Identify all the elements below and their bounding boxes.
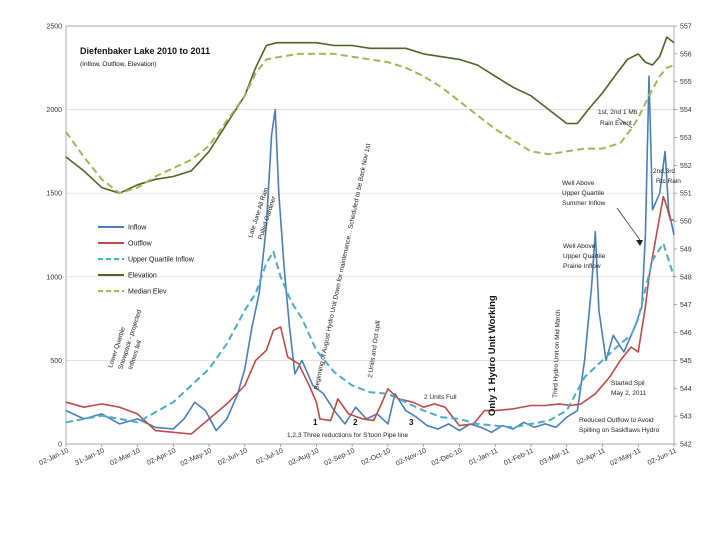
annotation-rtc-rain: Rtc Rain	[656, 178, 681, 185]
y-right-tick-label: 557	[680, 24, 692, 31]
legend-label: Upper Quartile Inflow	[128, 257, 195, 264]
y-right-tick-label: 543	[680, 414, 692, 421]
arrow-head-summer	[636, 240, 643, 246]
annotation-rotated-one-hydro-unit: Only 1 Hydro Unit Working	[487, 295, 498, 416]
y-right-tick-label: 552	[680, 163, 692, 170]
y-left-tick-label: 2000	[46, 107, 62, 114]
annotation-marker-1: 1	[313, 418, 318, 427]
chart-title: Diefenbaker Lake 2010 to 2011	[80, 46, 210, 56]
y-left-tick-label: 1000	[46, 274, 62, 281]
y-right-tick-label: 547	[680, 302, 692, 309]
arrow-summer-inflow	[616, 207, 641, 241]
legend-label: Inflow	[128, 225, 147, 232]
y-right-tick-label: 556	[680, 51, 692, 58]
annotation-reduced-outflow-2: Spilling on Saskflaws Hydro	[579, 427, 660, 434]
arrow-rain-event	[617, 117, 633, 129]
y-right-tick-label: 542	[680, 442, 692, 449]
y-right-tick-label: 555	[680, 79, 692, 86]
y-right-tick-label: 545	[680, 358, 692, 365]
y-axis-left: 0 500 1000 1500 2000 2500	[46, 24, 62, 449]
y-right-tick-label: 548	[680, 274, 692, 281]
annotation-spill-date: May 2, 2011	[611, 390, 647, 397]
series-line-elevation	[65, 36, 675, 194]
y-right-tick-label: 546	[680, 330, 692, 337]
legend-label: Outflow	[128, 241, 153, 248]
annotation-prairie-3: Prairie Inflow	[563, 263, 601, 270]
annotation-2-units-full: 2 Units Full	[424, 394, 457, 401]
series-layer	[65, 36, 675, 435]
annotation-summer-2: Upper Quartile	[562, 190, 605, 197]
legend-label: Elevation	[128, 273, 157, 280]
legend: Inflow Outflow Upper Quartile Inflow Elevat…	[98, 225, 195, 296]
y-axis-right: 542 543 544 545 546 547 548 549 550 551 552 553 554 5…	[674, 24, 692, 449]
series-line-upper-quartile-inflow	[65, 242, 675, 429]
y-left-tick-label: 500	[50, 358, 62, 365]
annotation-marker-3: 3	[409, 418, 414, 427]
annotation-prairie-2: Upper Quartile	[563, 253, 606, 260]
y-right-tick-label: 551	[680, 191, 692, 198]
y-right-tick-label: 549	[680, 246, 692, 253]
annotation-rotated-third-unit: Third Hydro Unit on Mid March	[552, 309, 562, 398]
annotation-2nd-3rd: 2nd,3rd	[653, 168, 675, 175]
series-line-median-elev	[65, 52, 675, 195]
annotation-summer-3: Summer Inflow	[562, 200, 606, 207]
annotation-reduced-outflow-1: Reduced Outflow to Avoid	[579, 417, 654, 424]
y-right-tick-label: 544	[680, 386, 692, 393]
annotation-prairie-1: Well Above	[563, 243, 596, 250]
y-left-tick-label: 2500	[46, 24, 62, 31]
legend-label: Median Elev	[128, 289, 167, 296]
annotation-marker-2: 2	[353, 418, 358, 427]
chart-subtitle: (Inflow, Outflow, Elevation)	[80, 61, 157, 68]
y-right-tick-label: 550	[680, 219, 692, 226]
series-line-outflow	[65, 195, 674, 435]
annotation-rain-event-2: Rain Event	[600, 120, 632, 127]
y-right-tick-label: 554	[680, 107, 692, 114]
y-right-tick-label: 553	[680, 135, 692, 142]
annotation-started-spill: Started Spil	[611, 380, 645, 387]
annotation-rain-event-1: 1st, 2nd 1 Mb	[598, 109, 638, 116]
annotation-pipeline-reductions: 1,2,3 Three reductions for S'toon Pipe l…	[287, 432, 408, 439]
y-left-tick-label: 0	[58, 442, 62, 449]
annotation-summer-1: Well Above	[562, 180, 595, 187]
y-left-tick-label: 1500	[46, 191, 62, 198]
